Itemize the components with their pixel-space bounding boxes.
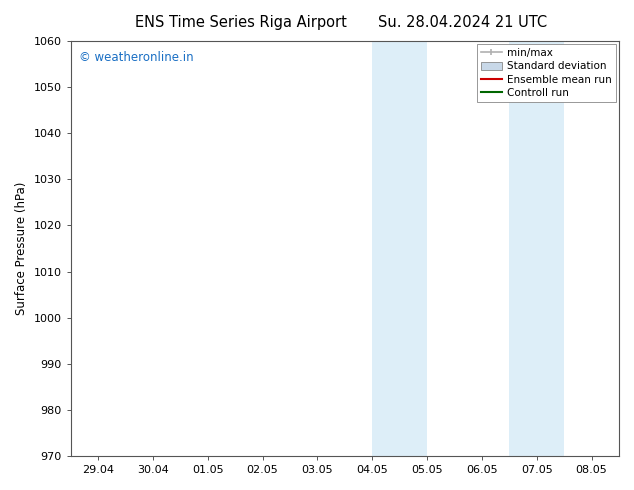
Bar: [372, 41, 427, 456]
Legend: min/max, Standard deviation, Ensemble mean run, Controll run: min/max, Standard deviation, Ensemble me…: [477, 44, 616, 102]
Text: Su. 28.04.2024 21 UTC: Su. 28.04.2024 21 UTC: [378, 15, 547, 30]
Text: © weatheronline.in: © weatheronline.in: [79, 51, 193, 64]
Bar: [509, 41, 564, 456]
Y-axis label: Surface Pressure (hPa): Surface Pressure (hPa): [15, 182, 28, 315]
Text: ENS Time Series Riga Airport: ENS Time Series Riga Airport: [135, 15, 347, 30]
